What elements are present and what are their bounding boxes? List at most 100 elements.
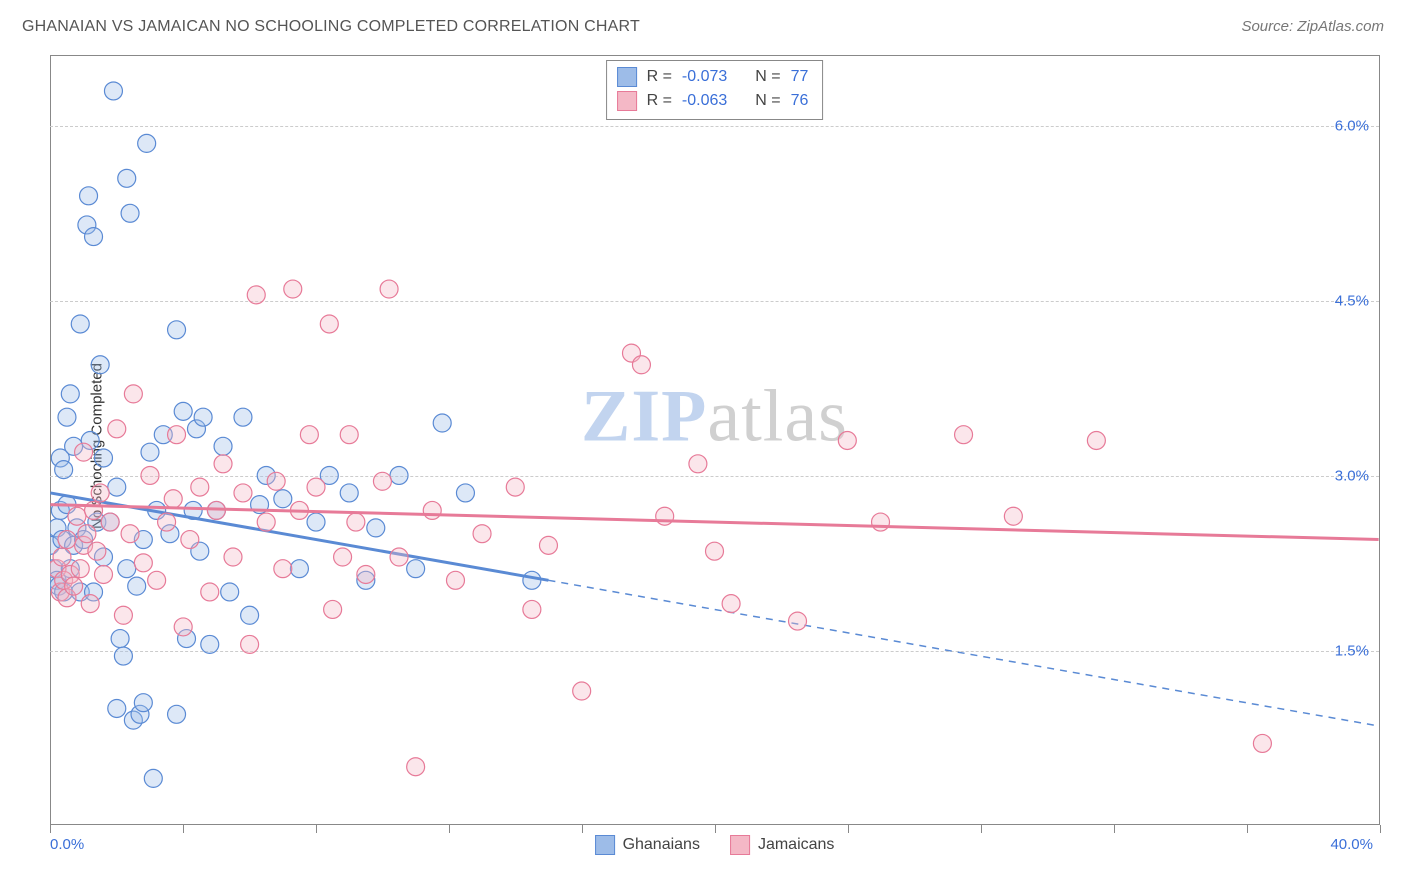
r-label: R = (647, 89, 672, 113)
scatter-point (121, 204, 139, 222)
scatter-point (141, 443, 159, 461)
legend-item-jamaicans: Jamaicans (730, 835, 834, 855)
scatter-point (390, 466, 408, 484)
legend-item-ghanaians: Ghanaians (595, 835, 700, 855)
scatter-point (473, 525, 491, 543)
scatter-point (257, 513, 275, 531)
scatter-point (114, 647, 132, 665)
scatter-svg (50, 56, 1379, 825)
x-tick (183, 825, 184, 833)
legend-label-jamaicans: Jamaicans (758, 836, 834, 854)
scatter-point (234, 408, 252, 426)
scatter-point (290, 560, 308, 578)
scatter-point (201, 635, 219, 653)
scatter-point (201, 583, 219, 601)
x-tick (449, 825, 450, 833)
scatter-point (221, 583, 239, 601)
scatter-point (108, 699, 126, 717)
scatter-point (85, 228, 103, 246)
series-legend: Ghanaians Jamaicans (595, 835, 835, 855)
swatch-jamaicans-icon (730, 835, 750, 855)
swatch-jamaicans (617, 91, 637, 111)
x-tick (50, 825, 51, 833)
scatter-point (168, 705, 186, 723)
legend-row-ghanaians: R = -0.073 N = 77 (617, 65, 809, 89)
scatter-point (706, 542, 724, 560)
scatter-point (141, 466, 159, 484)
scatter-point (164, 490, 182, 508)
scatter-point (121, 525, 139, 543)
n-label: N = (755, 89, 780, 113)
scatter-point (340, 426, 358, 444)
scatter-point (58, 408, 76, 426)
scatter-point (506, 478, 524, 496)
scatter-point (234, 484, 252, 502)
r-label: R = (647, 65, 672, 89)
scatter-point (656, 507, 674, 525)
scatter-point (539, 536, 557, 554)
scatter-point (632, 356, 650, 374)
scatter-point (722, 595, 740, 613)
scatter-point (128, 577, 146, 595)
scatter-point (134, 694, 152, 712)
n-label: N = (755, 65, 780, 89)
scatter-point (118, 169, 136, 187)
scatter-point (91, 484, 109, 502)
scatter-point (75, 443, 93, 461)
x-tick (1380, 825, 1381, 833)
scatter-point (71, 315, 89, 333)
trend-line-solid (50, 505, 1378, 540)
x-tick-label: 40.0% (1330, 836, 1373, 853)
scatter-point (91, 356, 109, 374)
scatter-point (101, 513, 119, 531)
scatter-point (423, 501, 441, 519)
scatter-point (174, 618, 192, 636)
scatter-point (340, 484, 358, 502)
scatter-point (357, 566, 375, 584)
scatter-point (274, 560, 292, 578)
scatter-point (108, 478, 126, 496)
source-attribution: Source: ZipAtlas.com (1241, 18, 1384, 35)
chart-header: GHANAIAN VS JAMAICAN NO SCHOOLING COMPLE… (22, 18, 1384, 42)
scatter-point (55, 461, 73, 479)
x-tick (848, 825, 849, 833)
legend-row-jamaicans: R = -0.063 N = 76 (617, 89, 809, 113)
scatter-point (267, 472, 285, 490)
scatter-point (456, 484, 474, 502)
x-tick (1114, 825, 1115, 833)
x-tick (1247, 825, 1248, 833)
scatter-point (95, 566, 113, 584)
scatter-point (307, 513, 325, 531)
scatter-point (65, 577, 83, 595)
scatter-point (347, 513, 365, 531)
r-value-ghanaians: -0.073 (682, 65, 727, 89)
scatter-point (320, 315, 338, 333)
scatter-point (284, 280, 302, 298)
plot-area: ZIPatlas R = -0.073 N = 77 R = -0.063 N … (50, 55, 1380, 825)
scatter-point (58, 531, 76, 549)
trend-line-dashed (548, 580, 1378, 726)
scatter-point (114, 606, 132, 624)
swatch-ghanaians-icon (595, 835, 615, 855)
scatter-point (214, 455, 232, 473)
n-value-jamaicans: 76 (791, 89, 809, 113)
scatter-point (61, 385, 79, 403)
x-tick (582, 825, 583, 833)
scatter-point (108, 420, 126, 438)
scatter-point (174, 402, 192, 420)
scatter-point (1004, 507, 1022, 525)
scatter-point (68, 507, 86, 525)
scatter-point (407, 560, 425, 578)
scatter-point (95, 449, 113, 467)
scatter-point (324, 600, 342, 618)
scatter-point (144, 769, 162, 787)
scatter-point (181, 531, 199, 549)
scatter-point (191, 478, 209, 496)
scatter-point (111, 630, 129, 648)
scatter-point (307, 478, 325, 496)
scatter-point (104, 82, 122, 100)
scatter-point (148, 571, 166, 589)
scatter-point (1253, 734, 1271, 752)
scatter-point (247, 286, 265, 304)
scatter-point (380, 280, 398, 298)
